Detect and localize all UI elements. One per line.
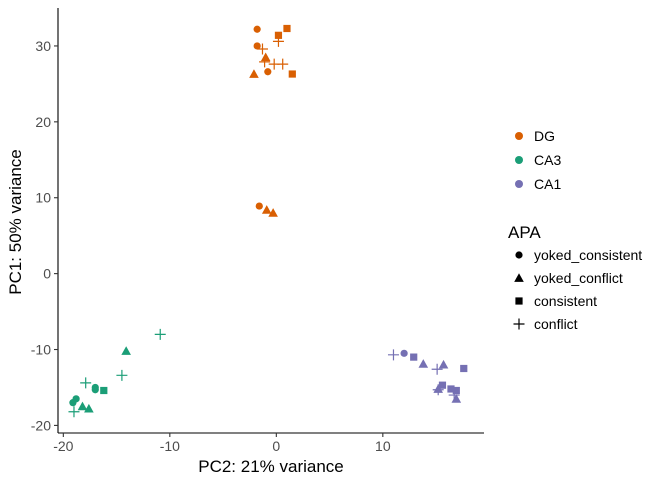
- data-point: [91, 386, 99, 394]
- data-point: [432, 384, 444, 396]
- color-legend-label: DG: [534, 128, 555, 144]
- data-point: [410, 353, 418, 361]
- legend: DG CA3 CA1 APA yoked_consistent yoked_conflic…: [508, 128, 642, 332]
- data-point: [255, 202, 263, 210]
- y-tick-label: -20: [31, 417, 51, 433]
- shape-legend-key: [515, 251, 523, 259]
- data-point: [272, 35, 284, 47]
- x-axis-title: PC2: 21% variance: [198, 457, 344, 476]
- color-legend-label: CA1: [534, 176, 561, 192]
- y-tick-label: 0: [43, 266, 51, 282]
- shape-legend-key: [515, 297, 523, 305]
- x-tick-label: 0: [272, 438, 280, 454]
- data-point: [418, 359, 429, 368]
- data-point: [448, 389, 460, 401]
- data-point: [80, 377, 92, 389]
- shape-legend-label: conflict: [534, 316, 578, 332]
- data-point: [264, 68, 272, 76]
- y-tick-label: 10: [35, 190, 51, 206]
- data-point: [259, 56, 271, 68]
- y-tick-label: 30: [35, 38, 51, 54]
- data-point: [261, 205, 272, 214]
- y-tick-label: -10: [31, 342, 51, 358]
- data-point: [438, 359, 449, 369]
- data-point: [274, 31, 283, 39]
- data-point: [283, 24, 291, 33]
- x-tick-label: 10: [375, 438, 391, 454]
- color-legend-label: CA3: [534, 152, 561, 168]
- data-point: [288, 70, 296, 78]
- shape-legend-title: APA: [508, 223, 541, 242]
- data-point: [121, 346, 131, 355]
- color-legend-key: [515, 132, 523, 140]
- x-tick-label: -10: [160, 438, 180, 454]
- data-point: [387, 349, 399, 361]
- data-point: [249, 69, 259, 78]
- data-point: [154, 328, 166, 340]
- data-point: [253, 42, 261, 50]
- data-point: [400, 349, 408, 357]
- shape-legend-label: consistent: [534, 293, 597, 309]
- data-point: [447, 385, 455, 393]
- shape-legend-key: [514, 273, 524, 282]
- shape-legend-key: [513, 318, 525, 330]
- y-tick-label: 20: [35, 114, 51, 130]
- data-point: [68, 406, 80, 418]
- data-point: [116, 369, 128, 381]
- data-point: [84, 403, 94, 413]
- data-point: [100, 386, 108, 395]
- data-point: [460, 364, 468, 373]
- data-point: [77, 401, 88, 411]
- shape-legend-label: yoked_conflict: [534, 270, 623, 286]
- plot-area: -20 -10 0 10 -20 -10 0 10 20 30: [31, 8, 484, 454]
- data-point: [253, 25, 261, 33]
- data-point: [69, 399, 77, 407]
- data-point: [452, 386, 460, 395]
- data-point: [268, 208, 278, 217]
- data-point: [438, 381, 447, 389]
- data-point: [256, 43, 268, 55]
- color-legend-key: [515, 156, 523, 164]
- x-tick-label: -20: [53, 438, 73, 454]
- data-point: [431, 363, 443, 375]
- data-point: [277, 58, 289, 70]
- color-legend-key: [515, 180, 523, 188]
- data-point: [260, 52, 271, 62]
- shape-legend-label: yoked_consistent: [534, 247, 642, 263]
- y-axis-title: PC1: 50% variance: [6, 149, 25, 295]
